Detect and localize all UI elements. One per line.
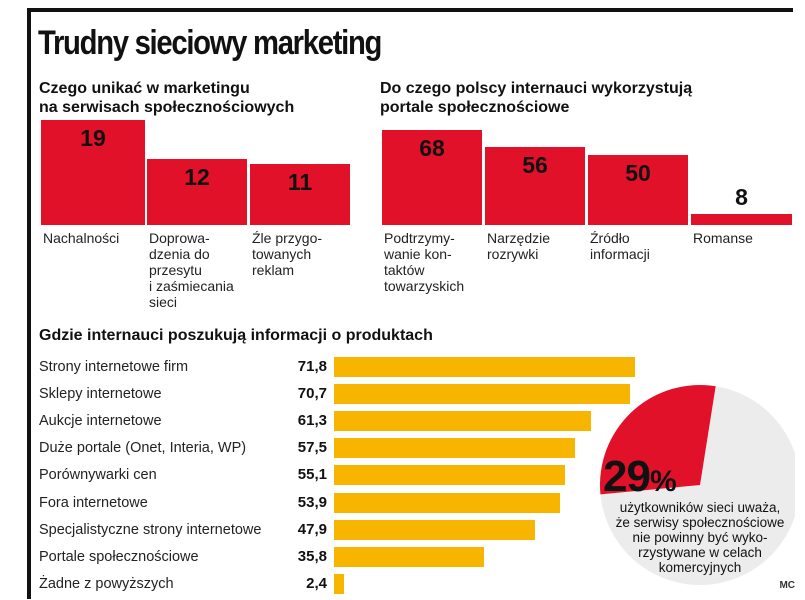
- chart1-title: Czego unikać w marketingu na serwisach s…: [39, 80, 295, 116]
- hbar-category-label: Żadne z powyższych: [39, 575, 174, 592]
- hbar: [334, 438, 575, 459]
- hbar-category-label: Fora internetowe: [39, 494, 148, 511]
- bar: [41, 120, 145, 225]
- hbar-category-label: Specjalistyczne strony internetowe: [39, 521, 262, 538]
- page-title: Trudny sieciowy marketing: [38, 24, 382, 62]
- hbar-value-label: 61,3: [297, 412, 327, 430]
- top-rule: [27, 8, 793, 12]
- hbar-category-label: Portale społecznościowe: [39, 548, 199, 565]
- hbar: [334, 573, 344, 594]
- bar-value-label: 19: [80, 125, 106, 151]
- hbar-value-label: 57,5: [297, 439, 327, 457]
- hbar: [334, 492, 560, 513]
- bar-category-label: Źle przygo- towanych reklam: [252, 230, 323, 278]
- hbar-category-label: Strony internetowe firm: [39, 359, 189, 375]
- hbar-category-label: Porównywarki cen: [39, 467, 157, 484]
- bar-value-label: 11: [287, 169, 313, 195]
- hbar-value-label: 35,8: [297, 547, 327, 565]
- bar-category-label: Podtrzymy- wanie kon- taktów towarzyskic…: [384, 230, 465, 294]
- pie-svg: [600, 385, 800, 585]
- bar: [485, 147, 585, 225]
- bar: [147, 159, 247, 225]
- hbar: [334, 384, 630, 405]
- hbar-value-label: 47,9: [297, 520, 327, 538]
- hbar: [334, 411, 591, 432]
- hbar: [334, 357, 635, 377]
- bar-value-label: 68: [419, 135, 445, 161]
- left-rule: [27, 8, 31, 599]
- hbar-category-label: Aukcje internetowe: [39, 413, 162, 430]
- hbar-category-label: Sklepy internetowe: [39, 386, 162, 403]
- bar-value-label: 8: [735, 184, 748, 210]
- bar-value-label: 56: [522, 152, 548, 178]
- bar-value-label: 50: [625, 160, 651, 186]
- bar: [691, 214, 792, 225]
- hbar-value-label: 53,9: [297, 493, 327, 511]
- hbar-category-label: Duże portale (Onet, Interia, WP): [39, 440, 247, 457]
- hbar: [334, 465, 565, 486]
- hbar-value-label: 71,8: [297, 358, 327, 375]
- bar-category-label: Źródło informacji: [590, 230, 650, 262]
- bar-value-label: 12: [184, 164, 210, 190]
- pie-slice: [600, 385, 716, 495]
- pie-percent-value: 29: [603, 452, 651, 501]
- bar-category-label: Nachalności: [43, 230, 120, 246]
- hbar-value-label: 70,7: [297, 385, 327, 403]
- hbar-value-label: 55,1: [297, 466, 327, 484]
- author-credit: MC: [779, 580, 795, 591]
- pie-caption: użytkowników sieci uważa, że serwisy spo…: [615, 500, 785, 575]
- pie-percent-unit: %: [649, 465, 677, 498]
- bar: [382, 130, 482, 225]
- pie-chart: [595, 375, 800, 595]
- bar-category-label: Romanse: [693, 230, 753, 246]
- bar: [588, 155, 688, 225]
- hbar-value-label: 2,4: [306, 574, 327, 592]
- chart3-title: Gdzie internauci poszukują informacji o …: [39, 327, 433, 344]
- hbar: [334, 546, 484, 567]
- pie-percent: 29%: [603, 452, 677, 502]
- chart2-title: Do czego polscy internauci wykorzystują …: [380, 80, 693, 116]
- hbar: [334, 519, 535, 540]
- bar: [250, 164, 350, 225]
- bar-category-label: Doprowa- dzenia do przesytu i zaśmiecani…: [149, 230, 234, 310]
- bar-category-label: Narzędzie rozrywki: [487, 230, 551, 262]
